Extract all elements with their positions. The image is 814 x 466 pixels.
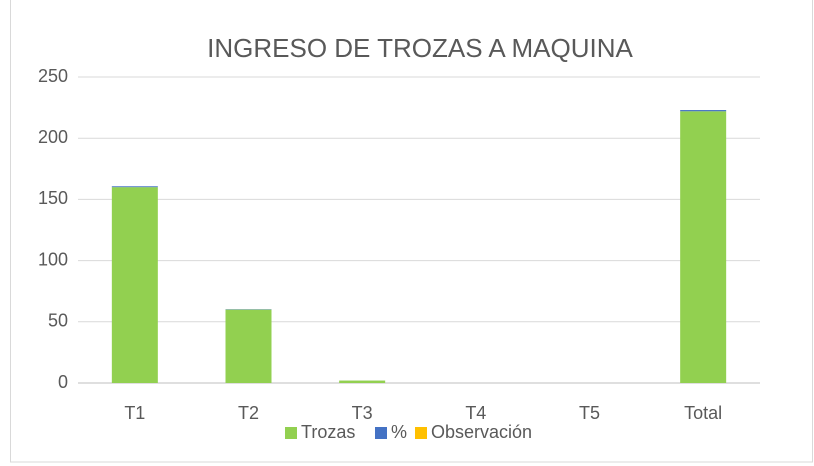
legend-swatch (375, 427, 387, 439)
y-tick-label: 200 (38, 127, 68, 147)
bar-segment (111, 187, 158, 383)
legend-label: % (391, 422, 407, 442)
legend-label: Trozas (301, 422, 355, 442)
x-tick-label: Total (684, 403, 722, 423)
x-tick-label: T2 (238, 403, 259, 423)
legend-swatch (415, 427, 427, 439)
x-tick-label: T4 (465, 403, 486, 423)
x-tick-label: T3 (352, 403, 373, 423)
bar-segment (111, 186, 158, 188)
bar-segment (680, 110, 727, 112)
x-tick-label: T1 (124, 403, 145, 423)
bar-segment (225, 309, 272, 383)
y-tick-label: 150 (38, 188, 68, 208)
legend-label: Observación (431, 422, 532, 442)
y-tick-label: 0 (58, 372, 68, 392)
bar-segment (339, 380, 386, 383)
y-tick-label: 250 (38, 66, 68, 86)
bar-segment (680, 111, 727, 383)
x-tick-label: T5 (579, 403, 600, 423)
chart-title: INGRESO DE TROZAS A MAQUINA (207, 33, 633, 63)
y-tick-label: 50 (48, 311, 68, 331)
legend-swatch (285, 427, 297, 439)
y-tick-label: 100 (38, 249, 68, 269)
